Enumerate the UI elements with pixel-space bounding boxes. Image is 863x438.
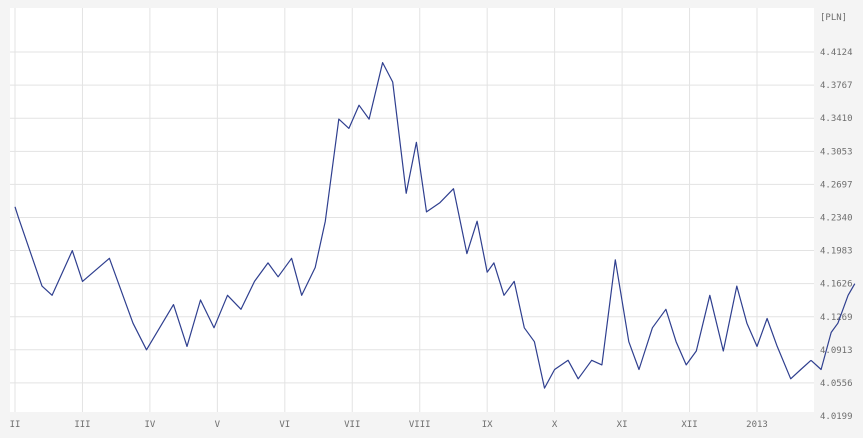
x-tick-label: IX <box>482 420 493 430</box>
x-tick-label: XII <box>681 420 697 430</box>
y-tick-label: 4.3767 <box>820 81 853 91</box>
y-tick-label: 4.2340 <box>820 213 853 223</box>
series-line <box>14 61 812 389</box>
y-tick-label: 4.0913 <box>820 346 853 356</box>
x-tick-label: V <box>215 420 221 430</box>
x-tick-label: III <box>74 420 90 430</box>
x-tick-label: 2013 <box>746 420 768 430</box>
x-tick-label: II <box>10 420 21 430</box>
y-tick-label: 4.0556 <box>820 379 853 389</box>
unit-label: [PLN] <box>820 13 847 23</box>
series-line <box>810 283 856 371</box>
y-tick-label: 4.4124 <box>820 48 853 58</box>
y-axis: 4.4124 4.3767 4.3410 4.3053 4.2697 4.2340 4.19… <box>820 48 853 422</box>
x-tick-label: VII <box>344 420 360 430</box>
x-axis: II III IV V VI VII VIII IX X XI XII 2013 <box>10 420 768 430</box>
plot-area <box>10 8 814 412</box>
gridlines <box>10 8 814 412</box>
y-tick-label: 4.0199 <box>820 412 853 422</box>
x-tick-label: X <box>552 420 558 430</box>
x-tick-label: VI <box>279 420 290 430</box>
y-tick-label: 4.1626 <box>820 280 853 290</box>
data-series <box>14 61 856 389</box>
x-tick-label: XI <box>617 420 628 430</box>
y-tick-label: 4.3053 <box>820 147 853 157</box>
x-tick-label: VIII <box>409 420 431 430</box>
y-tick-label: 4.1983 <box>820 247 853 257</box>
x-tick-label: IV <box>144 420 155 430</box>
y-tick-label: 4.3410 <box>820 114 853 124</box>
y-tick-label: 4.2697 <box>820 180 853 190</box>
y-tick-label: 4.1269 <box>820 313 853 323</box>
